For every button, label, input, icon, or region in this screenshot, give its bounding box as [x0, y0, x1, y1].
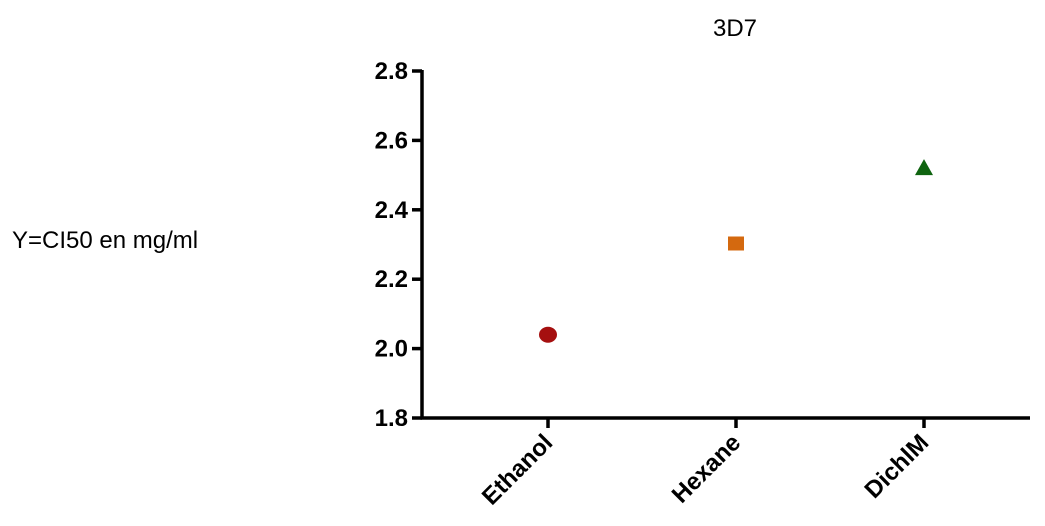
axes [420, 70, 1030, 420]
y-tick-label: 2.0 [375, 336, 408, 363]
y-tick-label: 2.6 [375, 127, 408, 154]
y-axis-label: Y=CI50 en mg/ml [12, 227, 198, 254]
y-tick-label: 2.2 [375, 266, 408, 293]
y-tick-label: 2.8 [375, 58, 408, 85]
data-point-dichlm [915, 159, 933, 176]
y-tick-label: 1.8 [375, 405, 408, 432]
x-tick-label: Ethanol [477, 429, 558, 510]
data-points [539, 159, 933, 343]
x-tick-label: DichlM [860, 429, 935, 504]
x-ticks: Ethanol Hexane DichlM [477, 418, 934, 510]
data-point-ethanol [539, 326, 557, 343]
y-tick-label: 2.4 [375, 197, 409, 224]
chart-title: 3D7 [713, 15, 757, 42]
x-tick-label: Hexane [667, 429, 746, 508]
y-ticks: 1.8 2.0 2.2 2.4 2.6 2.8 [375, 58, 422, 432]
data-point-hexane [728, 236, 744, 251]
